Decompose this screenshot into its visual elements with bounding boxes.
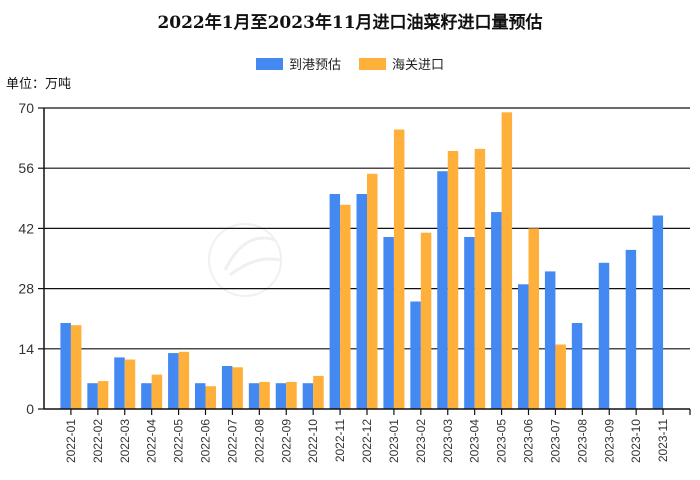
bar-arrival-estimate[interactable] — [518, 284, 529, 409]
x-tick-label: 2023-09 — [602, 419, 616, 463]
x-tick-label: 2023-07 — [548, 419, 562, 463]
bar-arrival-estimate[interactable] — [356, 194, 368, 409]
x-tick-label: 2022-01 — [64, 419, 78, 463]
bar-arrival-estimate[interactable] — [410, 301, 421, 410]
unit-label: 单位：万吨 — [6, 77, 72, 92]
x-tick-label: 2023-10 — [629, 419, 643, 463]
y-tick-label: 28 — [18, 281, 34, 297]
bar-customs-import[interactable] — [420, 232, 432, 409]
x-tick-label: 2022-10 — [306, 419, 320, 463]
bar-arrival-estimate[interactable] — [114, 357, 125, 409]
x-tick-label: 2022-02 — [91, 419, 105, 463]
x-tick-label: 2023-04 — [468, 419, 482, 463]
x-tick-label: 2022-12 — [360, 419, 374, 463]
bar-arrival-estimate[interactable] — [571, 323, 583, 409]
y-tick-label: 42 — [18, 220, 34, 236]
x-tick-label: 2023-11 — [656, 419, 670, 462]
chart-legend: 到港预估 海关进口 — [0, 54, 700, 73]
bar-arrival-estimate[interactable] — [652, 215, 664, 410]
bar-arrival-estimate[interactable] — [275, 383, 287, 409]
bar-arrival-estimate[interactable] — [598, 262, 610, 409]
bar-customs-import[interactable] — [124, 359, 136, 409]
bar-customs-import[interactable] — [447, 151, 459, 409]
bar-customs-import[interactable] — [259, 381, 270, 409]
bar-arrival-estimate[interactable] — [625, 249, 637, 409]
x-tick-label: 2022-07 — [225, 419, 239, 463]
bar-arrival-estimate[interactable] — [329, 194, 341, 409]
bar-arrival-estimate[interactable] — [437, 171, 448, 409]
x-tick-label: 2023-02 — [414, 419, 428, 463]
x-tick-label: 2022-03 — [118, 419, 132, 463]
bar-customs-import[interactable] — [340, 204, 351, 409]
bar-arrival-estimate[interactable] — [60, 323, 71, 409]
bar-arrival-estimate[interactable] — [195, 383, 206, 409]
bar-arrival-estimate[interactable] — [221, 366, 233, 409]
bar-customs-import[interactable] — [501, 112, 513, 410]
bar-arrival-estimate[interactable] — [383, 237, 394, 409]
bar-arrival-estimate[interactable] — [491, 212, 502, 409]
bar-arrival-estimate[interactable] — [248, 383, 260, 409]
legend-swatch-blue — [255, 57, 283, 70]
x-tick-label: 2023-01 — [387, 419, 401, 463]
legend-label: 到港预估 — [288, 58, 341, 73]
bar-arrival-estimate[interactable] — [464, 237, 475, 409]
bar-customs-import[interactable] — [70, 325, 82, 409]
bar-customs-import[interactable] — [232, 367, 243, 409]
bar-customs-import[interactable] — [286, 381, 297, 409]
bar-customs-import[interactable] — [97, 381, 109, 409]
bar-arrival-estimate[interactable] — [87, 383, 98, 409]
bar-customs-import[interactable] — [178, 351, 190, 409]
legend-label: 海关进口 — [392, 58, 445, 73]
bar-customs-import[interactable] — [393, 129, 405, 410]
legend-item-customs-import[interactable]: 海关进口 — [359, 54, 444, 73]
bar-customs-import[interactable] — [205, 386, 217, 409]
x-tick-label: 2023-03 — [441, 419, 455, 463]
y-tick-label: 56 — [18, 160, 34, 176]
x-tick-label: 2022-09 — [279, 419, 293, 463]
x-tick-label: 2023-06 — [522, 419, 536, 463]
x-tick-label: 2023-08 — [575, 419, 589, 463]
bar-customs-import[interactable] — [474, 148, 486, 409]
legend-swatch-orange — [359, 57, 386, 70]
x-tick-label: 2022-11 — [333, 419, 347, 462]
x-tick-label: 2022-06 — [199, 419, 213, 463]
bar-arrival-estimate[interactable] — [302, 383, 314, 409]
x-tick-label: 2022-08 — [252, 419, 266, 463]
x-tick-label: 2023-05 — [495, 419, 509, 463]
bar-customs-import[interactable] — [367, 173, 378, 409]
bar-customs-import[interactable] — [151, 374, 163, 409]
x-tick-label: 2022-05 — [172, 419, 186, 463]
bar-arrival-estimate[interactable] — [168, 353, 179, 409]
y-tick-label: 0 — [26, 401, 34, 417]
bar-customs-import[interactable] — [528, 228, 540, 409]
x-tick-label: 2022-04 — [145, 419, 159, 463]
y-tick-label: 14 — [18, 341, 34, 357]
bar-customs-import[interactable] — [313, 375, 324, 409]
legend-item-arrival-estimate[interactable]: 到港预估 — [255, 54, 341, 73]
bar-customs-import[interactable] — [555, 344, 566, 410]
y-tick-label: 70 — [18, 100, 34, 116]
bar-arrival-estimate[interactable] — [141, 383, 152, 409]
chart-title: 2022年1月至2023年11月进口油菜籽进口量预估 — [157, 13, 543, 33]
bar-arrival-estimate[interactable] — [544, 271, 556, 409]
